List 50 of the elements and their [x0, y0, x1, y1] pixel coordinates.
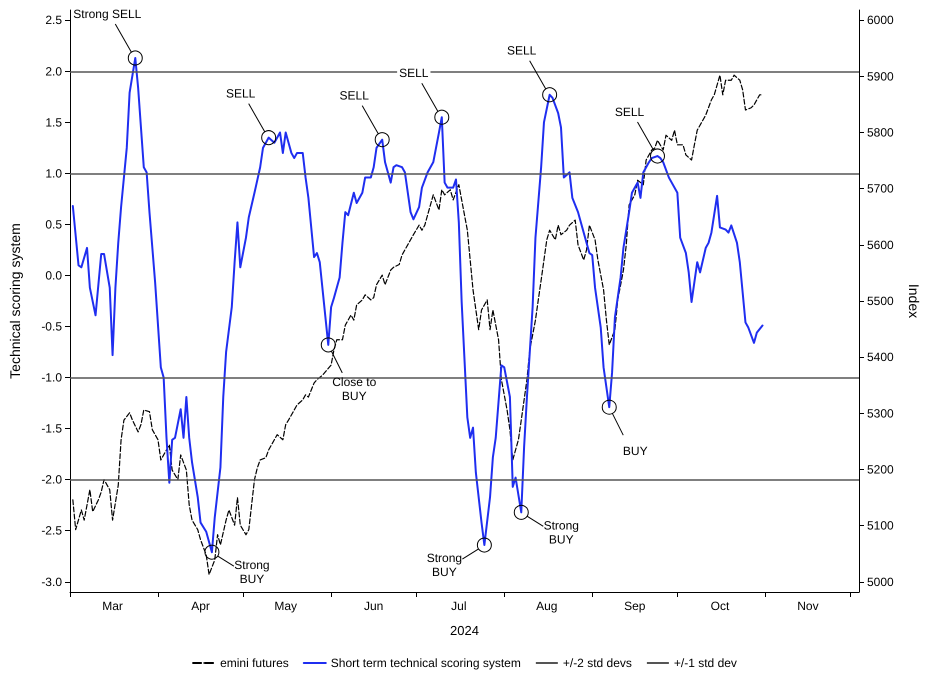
annotation: Close to BUY — [332, 374, 377, 403]
y-tick-label: -2.0 — [41, 472, 62, 487]
annotation: Strong BUY — [426, 551, 462, 580]
annotation: SELL — [506, 44, 537, 58]
legend-label: Short term technical scoring system — [330, 656, 521, 670]
y-tick-label: 1.5 — [45, 115, 62, 130]
x-tick-label: Jun — [364, 599, 384, 613]
y2-tick-label: 5700 — [867, 182, 894, 196]
y2-axis-title: Index — [906, 284, 922, 318]
y2-tick-label: 5800 — [867, 125, 894, 140]
y-tick-label: -1.5 — [41, 422, 62, 436]
x-axis-title: 2024 — [450, 623, 479, 638]
y2-tick-label: 5000 — [867, 574, 894, 589]
y2-tick-label: 5200 — [867, 462, 894, 477]
y-tick-label: 2.0 — [45, 64, 62, 78]
legend-label: +/-1 std dev — [674, 656, 737, 670]
legend-label: +/-2 std devs — [562, 656, 632, 670]
x-tick-label: May — [274, 599, 298, 613]
y-tick-label: -1.0 — [41, 370, 62, 385]
annotation: SELL — [226, 86, 256, 101]
y-tick-label: 1.0 — [45, 166, 62, 180]
y2-tick-label: 5900 — [867, 69, 894, 84]
y2-tick-label: 5600 — [867, 238, 894, 252]
y-tick-label: 0.0 — [45, 268, 62, 282]
x-tick-label: Sep — [624, 599, 646, 613]
y-tick-label: -2.5 — [41, 524, 62, 538]
y-tick-label: -3.0 — [41, 574, 62, 589]
annotation: SELL — [399, 66, 429, 80]
x-tick-label: Aug — [536, 599, 558, 613]
legend-label: emini futures — [220, 656, 289, 670]
annotation: BUY — [622, 444, 648, 458]
y2-tick-label: 5500 — [867, 294, 894, 308]
x-tick-label: Jul — [451, 599, 466, 613]
y-tick-label: 2.5 — [45, 13, 62, 28]
annotation: Strong BUY — [234, 558, 270, 586]
y-tick-label: -0.5 — [41, 320, 62, 334]
y2-tick-label: 5100 — [867, 518, 894, 533]
y2-tick-label: 5400 — [867, 350, 894, 364]
annotation: SELL — [614, 105, 644, 120]
annotation: Strong BUY — [544, 518, 579, 546]
annotation: SELL — [340, 88, 370, 103]
x-tick-label: Apr — [191, 599, 210, 613]
x-tick-label: Nov — [797, 599, 819, 613]
y2-tick-label: 6000 — [867, 13, 894, 28]
x-tick-label: Mar — [102, 599, 123, 613]
annotation: Strong SELL — [73, 6, 142, 21]
y-axis-title: Technical scoring system — [7, 223, 23, 379]
x-tick-label: Oct — [710, 599, 730, 613]
y-tick-label: 0.5 — [45, 217, 62, 232]
y2-tick-label: 5300 — [867, 406, 894, 420]
